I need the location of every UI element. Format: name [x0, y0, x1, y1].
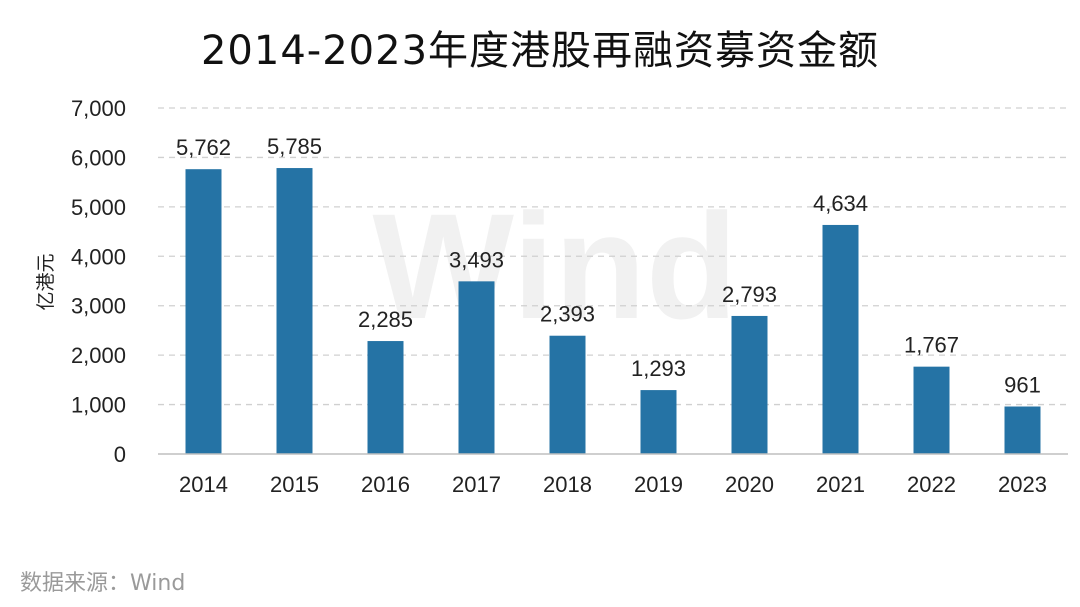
- x-tick-label: 2022: [907, 472, 956, 497]
- y-tick-label: 7,000: [71, 96, 126, 121]
- y-tick-label: 1,000: [71, 393, 126, 418]
- data-label: 5,762: [176, 135, 231, 160]
- x-tick-label: 2019: [634, 472, 683, 497]
- y-tick-label: 5,000: [71, 195, 126, 220]
- data-label: 2,793: [722, 282, 777, 307]
- data-label: 4,634: [813, 191, 868, 216]
- bar-2018: [549, 335, 586, 454]
- chart-title: 2014-2023年度港股再融资募资金额: [200, 28, 880, 74]
- bar-2016: [367, 341, 404, 454]
- x-tick-label: 2014: [179, 472, 228, 497]
- bars: [185, 168, 1041, 454]
- bar-2020: [731, 315, 768, 454]
- watermark: Wind: [372, 182, 737, 350]
- data-label: 2,393: [540, 302, 595, 327]
- x-tick-label: 2015: [270, 472, 319, 497]
- bar-2021: [822, 224, 859, 454]
- bar-2017: [458, 281, 495, 454]
- y-tick-label: 0: [114, 442, 126, 467]
- x-tick-label: 2021: [816, 472, 865, 497]
- x-tick-label: 2017: [452, 472, 501, 497]
- y-tick-label: 2,000: [71, 343, 126, 368]
- grid-lines: [158, 107, 1068, 406]
- bar-2019: [640, 390, 677, 454]
- x-tick-label: 2018: [543, 472, 592, 497]
- bar-2022: [913, 366, 950, 454]
- data-labels: 5,762 5,785 2,285 3,493 2,393 1,293 2,793 4,634…: [176, 134, 1041, 397]
- data-label: 1,293: [631, 356, 686, 381]
- data-label: 1,767: [904, 333, 959, 358]
- bar-2015: [276, 168, 313, 454]
- bar-2023: [1004, 406, 1041, 454]
- x-tick-label: 2016: [361, 472, 410, 497]
- y-tick-label: 4,000: [71, 244, 126, 269]
- y-axis: 0 1,000 2,000 3,000 4,000 5,000 6,000 7,000: [71, 96, 126, 467]
- y-tick-label: 3,000: [71, 294, 126, 319]
- y-tick-label: 6,000: [71, 145, 126, 170]
- x-axis: 2014 2015 2016 2017 2018 2019 2020 2021 2022 2023: [158, 453, 1068, 497]
- data-label: 2,285: [358, 307, 413, 332]
- data-label: 961: [1004, 372, 1041, 397]
- bar-2014: [185, 169, 222, 454]
- x-tick-label: 2020: [725, 472, 774, 497]
- data-label: 3,493: [449, 247, 504, 272]
- y-axis-label: 亿港元: [35, 253, 57, 310]
- source-note: 数据来源：Wind: [20, 571, 186, 596]
- x-tick-label: 2023: [998, 472, 1047, 497]
- data-label: 5,785: [267, 134, 322, 159]
